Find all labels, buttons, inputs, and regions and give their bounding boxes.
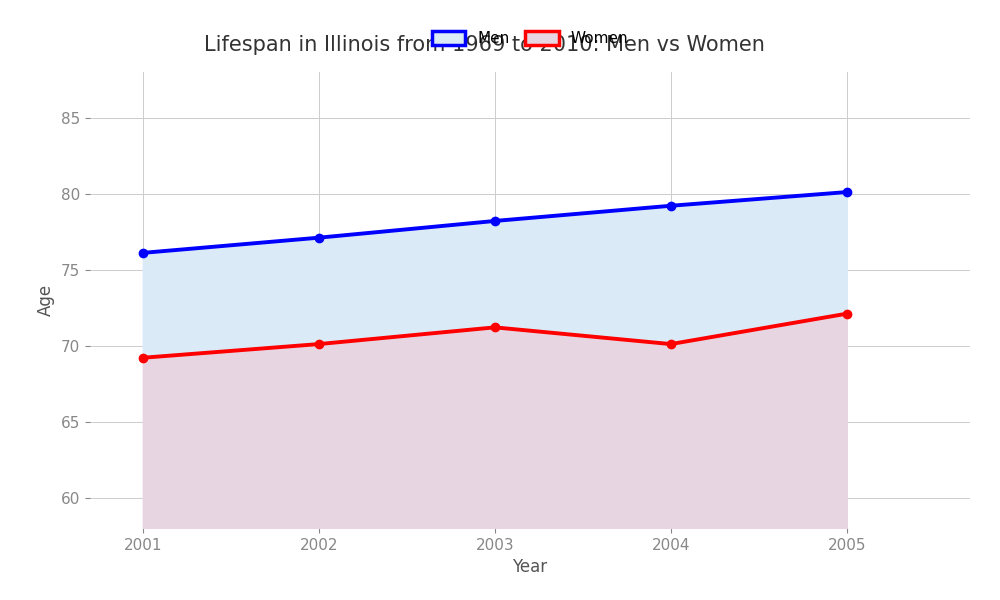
Text: Lifespan in Illinois from 1969 to 2010: Men vs Women: Lifespan in Illinois from 1969 to 2010: … [204, 35, 765, 55]
Men [313, 234, 325, 241]
Women [137, 354, 149, 361]
Line: Men: Men [139, 188, 851, 257]
Men [665, 202, 677, 209]
Women [665, 340, 677, 347]
Line: Women: Women [139, 310, 851, 362]
Legend: Men, Women: Men, Women [425, 25, 635, 52]
X-axis label: Year: Year [512, 558, 548, 576]
Women [841, 310, 853, 317]
Y-axis label: Age: Age [37, 284, 55, 316]
Men [137, 249, 149, 256]
Men [489, 217, 501, 224]
Women [489, 324, 501, 331]
Women [313, 340, 325, 347]
Men [841, 188, 853, 196]
